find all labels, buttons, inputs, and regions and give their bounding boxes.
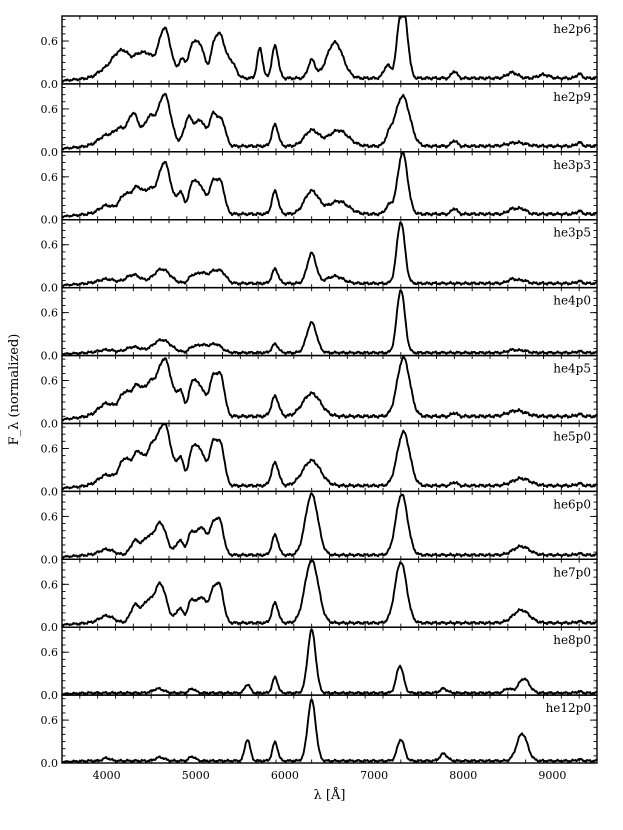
panel-he5p0: 0.0 0.6 he5p0 (41, 422, 598, 498)
x-tick-label: 5000 (182, 769, 210, 782)
panel-label: he4p0 (553, 294, 591, 308)
spectrum-line-he8p0 (61, 628, 598, 696)
spectrum-line-he3p3 (61, 151, 598, 219)
y-tick-label: 0.6 (41, 510, 59, 523)
panel-label: he2p9 (553, 90, 591, 104)
panel-label: he6p0 (553, 497, 591, 511)
panel-he4p0: 0.0 0.6 he4p0 (41, 286, 598, 363)
y-tick-label: 0.0 (41, 621, 59, 634)
spectrum-line-he4p5 (61, 355, 598, 422)
y-tick-label: 0.6 (41, 646, 59, 659)
x-axis-title: λ [Å] (314, 787, 346, 803)
panel-frame (61, 694, 598, 764)
y-tick-label: 0.6 (41, 171, 59, 184)
x-axis: 4000 5000 6000 7000 8000 9000 (93, 769, 567, 782)
panel-label: he4p5 (553, 362, 591, 376)
panel-label: he3p5 (553, 226, 591, 240)
panel-label: he2p6 (553, 22, 591, 36)
panel-he8p0: 0.0 0.6 he8p0 (41, 626, 598, 702)
panel-he3p5: 0.0 0.6 he3p5 (41, 219, 598, 295)
spectrum-line-he5p0 (61, 423, 598, 491)
panel-he2p9: 0.0 0.6 he2p9 (41, 83, 598, 159)
y-tick-label: 0.0 (41, 78, 59, 91)
panel-label: he3p3 (553, 158, 591, 172)
panel-frame (61, 286, 598, 357)
x-tick-label: 9000 (538, 769, 566, 782)
spectrum-line-he4p0 (61, 289, 598, 356)
y-tick-label: 0.0 (41, 350, 59, 363)
y-tick-label: 0.6 (41, 578, 59, 591)
spectrum-line-he7p0 (61, 559, 598, 627)
panel-label: he7p0 (553, 565, 591, 579)
y-tick-label: 0.0 (41, 485, 59, 498)
spectrum-line-he6p0 (61, 492, 598, 559)
spectrum-line-he3p5 (61, 221, 598, 288)
y-tick-label: 0.6 (41, 35, 59, 48)
x-tick-label: 6000 (271, 769, 299, 782)
panel-he4p5: 0.0 0.6 he4p5 (41, 354, 598, 430)
panel-frame (61, 83, 598, 153)
spectrum-line-he12p0 (61, 698, 598, 764)
panel-he3p3: 0.0 0.6 he3p3 (41, 151, 598, 227)
y-tick-label: 0.0 (41, 417, 59, 430)
x-tick-label: 8000 (449, 769, 477, 782)
spectrum-line-he2p9 (61, 92, 598, 151)
panel-he12p0: 0.0 0.6 he12p0 (41, 694, 598, 770)
x-tick-label: 7000 (360, 769, 388, 782)
y-tick-label: 0.0 (41, 553, 59, 566)
panel-frame (61, 626, 598, 696)
x-tick-label: 4000 (93, 769, 121, 782)
y-tick-label: 0.0 (41, 214, 59, 227)
y-tick-label: 0.6 (41, 714, 59, 727)
spectrum-line-he2p6 (61, 15, 598, 83)
y-tick-label: 0.6 (41, 239, 59, 252)
y-tick-label: 0.6 (41, 442, 59, 455)
y-tick-label: 0.6 (41, 375, 59, 388)
y-tick-label: 0.6 (41, 307, 59, 320)
y-tick-label: 0.6 (41, 103, 59, 116)
spectra-panels: 0.0 0.6 he2p6 0.0 0.6 he2p9 0.0 0.6 he3p3 0.0 0.6 h… (41, 15, 598, 770)
panel-he2p6: 0.0 0.6 he2p6 (41, 15, 598, 91)
y-tick-label: 0.0 (41, 757, 59, 770)
panel-label: he12p0 (546, 701, 591, 715)
y-tick-label: 0.0 (41, 282, 59, 295)
panel-label: he5p0 (553, 429, 591, 443)
panel-he6p0: 0.0 0.6 he6p0 (41, 490, 598, 566)
panel-label: he8p0 (553, 633, 591, 647)
y-axis-title: F_λ (normalized) (7, 334, 22, 446)
panel-he7p0: 0.0 0.6 he7p0 (41, 558, 598, 634)
panel-frame (61, 558, 598, 628)
y-tick-label: 0.0 (41, 146, 59, 159)
y-tick-label: 0.0 (41, 689, 59, 702)
